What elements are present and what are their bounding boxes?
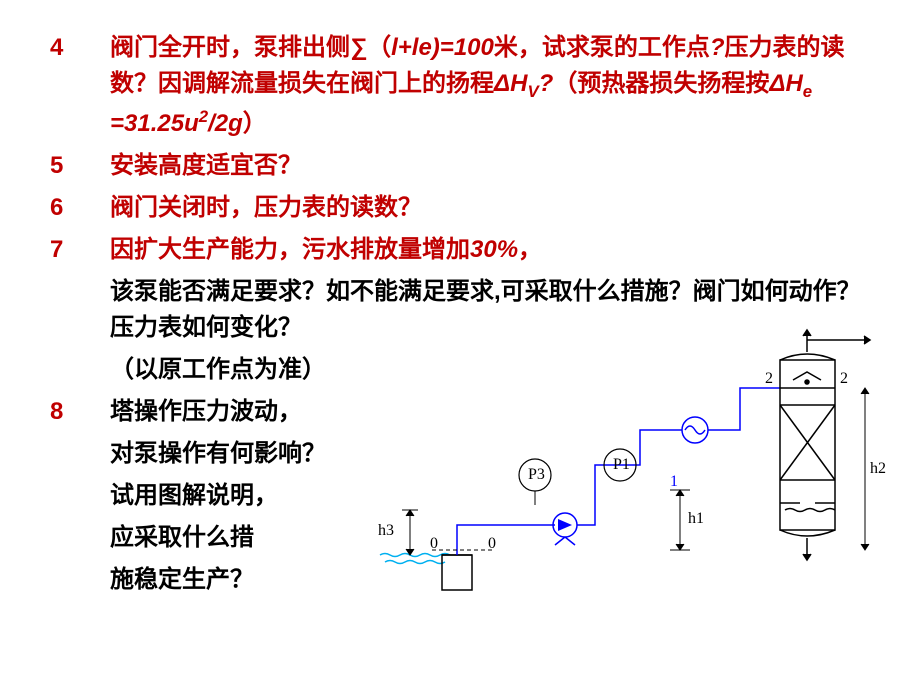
item-text: 阀门关闭时，压力表的读数？ xyxy=(110,190,870,226)
label-zero-l: 0 xyxy=(430,535,438,553)
label-h2: h2 xyxy=(870,460,886,478)
label-h3: h3 xyxy=(378,522,394,540)
item-7: 7 因扩大生产能力，污水排放量增加30%， xyxy=(50,232,870,268)
item-text: 因扩大生产能力，污水排放量增加30%， xyxy=(110,232,870,268)
label-zero-r: 0 xyxy=(488,535,496,553)
item-number: 8 xyxy=(50,394,110,430)
item-number: 6 xyxy=(50,190,110,226)
item-6: 6 阀门关闭时，压力表的读数？ xyxy=(50,190,870,226)
item-5: 5 安装高度适宜否？ xyxy=(50,148,870,184)
label-one: 1 xyxy=(670,473,678,491)
label-p3: P3 xyxy=(528,466,545,484)
item-number: 7 xyxy=(50,232,110,268)
label-h1: h1 xyxy=(688,510,704,528)
label-p1: P1 xyxy=(613,456,630,474)
item-number: 5 xyxy=(50,148,110,184)
item-text: 安装高度适宜否？ xyxy=(110,148,870,184)
process-diagram: P3 P1 h1 h2 h3 0 0 1 2 2 xyxy=(360,310,880,610)
item-number: 4 xyxy=(50,30,110,66)
label-two-r: 2 xyxy=(840,370,848,388)
item-4: 4 阀门全开时，泵排出侧∑（l+le)=100米，试求泵的工作点?压力表的读数？… xyxy=(50,30,870,142)
item-text: 阀门全开时，泵排出侧∑（l+le)=100米，试求泵的工作点?压力表的读数？因调… xyxy=(110,30,870,142)
label-two-l: 2 xyxy=(765,370,773,388)
